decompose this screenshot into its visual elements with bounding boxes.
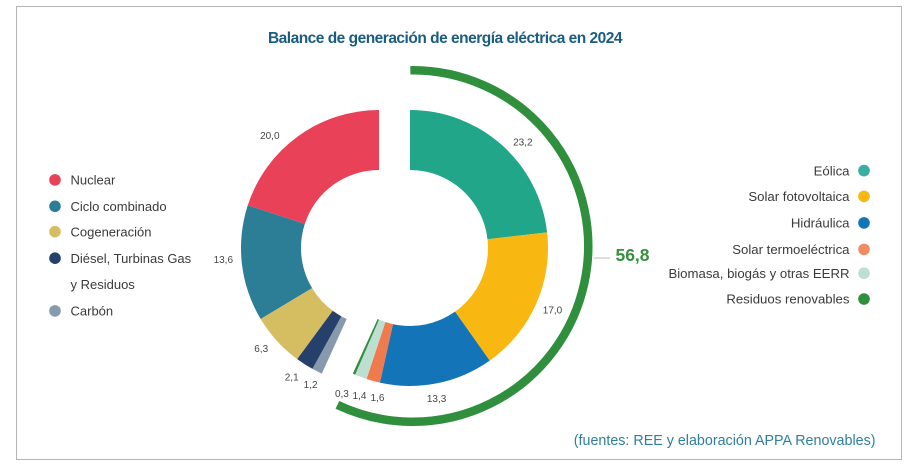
svg-text:Residuos renovables: Residuos renovables — [726, 292, 850, 307]
svg-text:Diésel, Turbinas Gas: Diésel, Turbinas Gas — [71, 251, 192, 266]
svg-text:Carbón: Carbón — [71, 304, 114, 319]
svg-text:23,2: 23,2 — [513, 137, 533, 148]
svg-text:Eólica: Eólica — [814, 163, 851, 178]
svg-text:Nuclear: Nuclear — [71, 173, 116, 188]
svg-text:17,0: 17,0 — [543, 306, 563, 317]
svg-text:13,3: 13,3 — [427, 394, 447, 405]
svg-text:Balance de generación de energ: Balance de generación de energía eléctri… — [268, 30, 623, 47]
svg-text:Solar fotovoltaica: Solar fotovoltaica — [748, 189, 850, 204]
svg-text:y Residuos: y Residuos — [71, 277, 136, 292]
svg-text:1,6: 1,6 — [371, 393, 385, 404]
svg-text:(fuentes: REE y elaboración AP: (fuentes: REE y elaboración APPA Renovab… — [574, 433, 876, 449]
svg-text:Solar termoeléctrica: Solar termoeléctrica — [732, 242, 850, 257]
svg-text:0,3: 0,3 — [335, 389, 349, 400]
svg-text:1,2: 1,2 — [304, 380, 318, 391]
svg-text:Biomasa, biogás y otras EERR: Biomasa, biogás y otras EERR — [668, 266, 849, 281]
svg-text:Hidráulica: Hidráulica — [791, 216, 850, 231]
svg-text:Cogeneración: Cogeneración — [71, 224, 152, 239]
svg-text:1,4: 1,4 — [353, 391, 367, 402]
svg-text:2,1: 2,1 — [285, 372, 299, 383]
svg-text:Ciclo combinado: Ciclo combinado — [71, 199, 167, 214]
svg-text:13,6: 13,6 — [214, 255, 234, 266]
svg-text:6,3: 6,3 — [254, 344, 268, 355]
svg-text:56,8: 56,8 — [615, 245, 649, 265]
svg-text:20,0: 20,0 — [260, 131, 280, 142]
